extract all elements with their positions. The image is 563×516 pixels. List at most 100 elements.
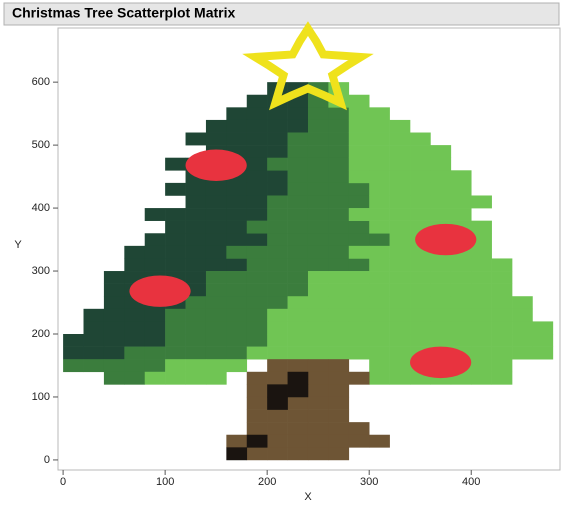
ornament xyxy=(185,149,247,181)
pixel-point xyxy=(267,396,288,410)
pixel-point xyxy=(185,245,207,259)
pixel-point xyxy=(491,258,513,272)
pixel-point xyxy=(410,258,431,272)
pixel-point xyxy=(369,334,390,347)
pixel-point xyxy=(287,271,309,284)
pixel-point xyxy=(348,157,370,171)
pixel-point xyxy=(103,371,125,385)
pixel-point xyxy=(307,334,329,347)
pixel-point xyxy=(328,182,350,196)
pixel-point xyxy=(103,308,125,322)
pixel-point xyxy=(246,145,268,159)
pixel-point xyxy=(287,208,309,221)
pixel-point xyxy=(246,283,268,297)
pixel-point xyxy=(328,283,350,297)
pixel-point xyxy=(287,233,309,247)
pixel-point xyxy=(348,94,370,108)
pixel-point xyxy=(185,283,207,297)
pixel-point xyxy=(267,321,288,335)
pixel-point xyxy=(287,447,309,461)
x-tick-label: 200 xyxy=(258,476,276,488)
pixel-point xyxy=(205,132,227,146)
pixel-point xyxy=(389,119,411,133)
pixel-point xyxy=(328,271,350,284)
pixel-point xyxy=(389,371,411,385)
pixel-point xyxy=(287,145,309,159)
pixel-point xyxy=(185,271,207,284)
pixel-point xyxy=(410,271,431,284)
pixel-point xyxy=(430,283,452,297)
pixel-point xyxy=(348,220,370,234)
pixel-point xyxy=(83,359,105,373)
pixel-point xyxy=(165,182,186,196)
y-tick-label: 100 xyxy=(32,391,50,403)
pixel-point xyxy=(226,346,248,360)
ornament xyxy=(129,275,191,307)
pixel-point xyxy=(389,157,411,171)
x-tick-label: 100 xyxy=(156,476,174,488)
pixel-point xyxy=(205,371,227,385)
pixel-point xyxy=(450,170,472,184)
pixel-point xyxy=(450,195,472,209)
pixel-point xyxy=(267,308,288,322)
pixel-point xyxy=(267,119,288,133)
pixel-point xyxy=(165,208,186,221)
pixel-point xyxy=(103,346,125,360)
pixel-point xyxy=(124,371,146,385)
pixel-point xyxy=(369,132,390,146)
pixel-point xyxy=(389,233,411,247)
pixel-point xyxy=(471,334,492,347)
pixel-point xyxy=(471,195,492,209)
pixel-point xyxy=(246,119,268,133)
pixel-point xyxy=(165,157,186,171)
pixel-point xyxy=(307,308,329,322)
pixel-point xyxy=(205,308,227,322)
y-tick-label: 400 xyxy=(32,202,50,214)
pixel-point xyxy=(369,170,390,184)
pixel-point xyxy=(287,384,309,398)
pixel-point xyxy=(246,170,268,184)
pixel-point xyxy=(348,346,370,360)
pixel-point xyxy=(267,371,288,385)
pixel-point xyxy=(430,182,452,196)
pixel-point xyxy=(389,245,411,259)
pixel-point xyxy=(205,182,227,196)
pixel-point xyxy=(205,296,227,310)
pixel-point xyxy=(491,321,513,335)
pixel-point xyxy=(103,334,125,347)
pixel-point xyxy=(205,283,227,297)
pixel-point xyxy=(246,195,268,209)
pixel-point xyxy=(185,233,207,247)
pixel-point xyxy=(124,321,146,335)
y-tick-label: 600 xyxy=(32,76,50,88)
pixel-point xyxy=(307,119,329,133)
pixel-point xyxy=(267,195,288,209)
pixel-point xyxy=(369,245,390,259)
pixel-point xyxy=(226,195,248,209)
pixel-point xyxy=(226,119,248,133)
pixel-point xyxy=(205,359,227,373)
pixel-point xyxy=(307,157,329,171)
pixel-point xyxy=(348,258,370,272)
pixel-point xyxy=(512,346,533,360)
pixel-point xyxy=(63,346,84,360)
pixel-point xyxy=(348,334,370,347)
pixel-point xyxy=(389,132,411,146)
pixel-point xyxy=(410,296,431,310)
pixel-point xyxy=(471,308,492,322)
pixel-point xyxy=(226,258,248,272)
pixel-point xyxy=(185,296,207,310)
pixel-point xyxy=(512,296,533,310)
pixel-point xyxy=(267,283,288,297)
pixel-point xyxy=(328,409,350,423)
pixel-point xyxy=(226,182,248,196)
pixel-point xyxy=(287,296,309,310)
pixel-point xyxy=(389,308,411,322)
pixel-point xyxy=(246,371,268,385)
pixel-point xyxy=(267,346,288,360)
pixel-point xyxy=(471,321,492,335)
pixel-point xyxy=(83,308,105,322)
pixel-point xyxy=(267,296,288,310)
pixel-point xyxy=(410,321,431,335)
pixel-point xyxy=(328,359,350,373)
